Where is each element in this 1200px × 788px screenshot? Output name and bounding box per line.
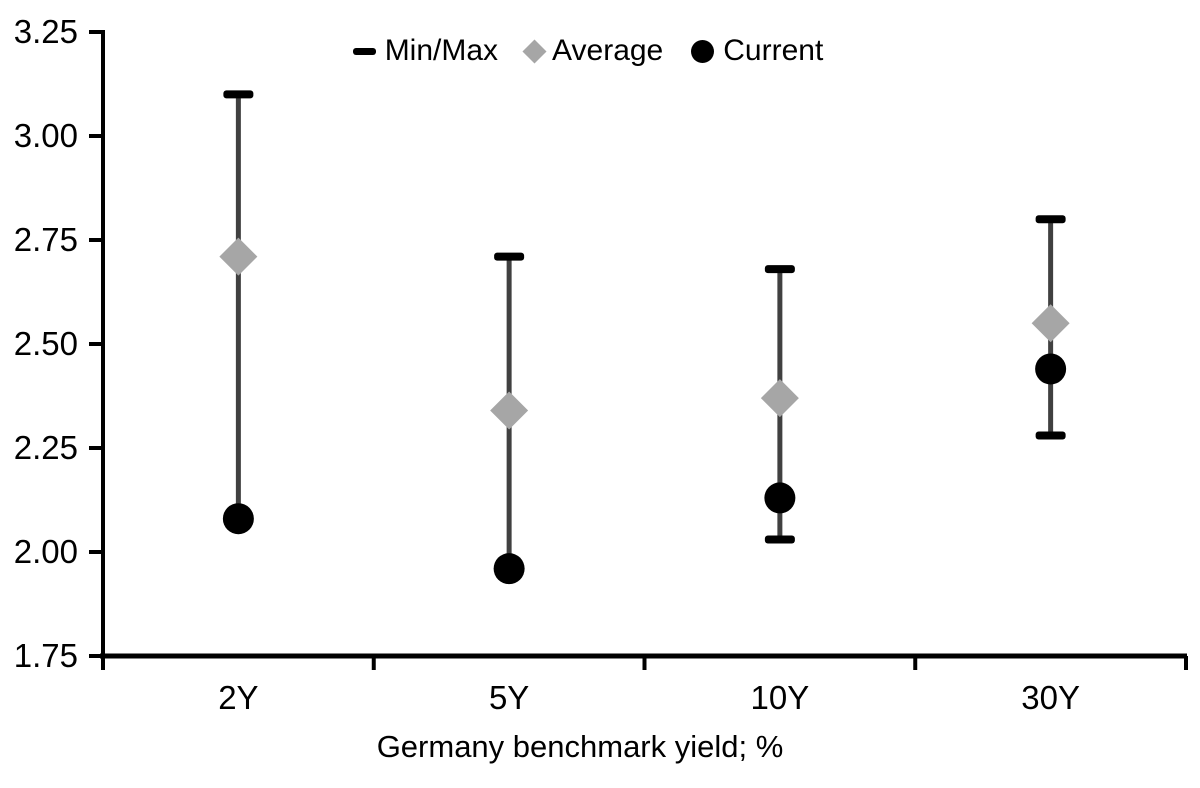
min-cap-10Y: [764, 535, 795, 544]
y-tick-label: 1.75: [14, 637, 78, 674]
max-cap-30Y: [1035, 215, 1066, 224]
average-marker-10Y: [760, 379, 799, 418]
current-marker-5Y: [493, 553, 525, 585]
x-axis-title: Germany benchmark yield; %: [376, 729, 784, 764]
x-category-label-2Y: 2Y: [218, 679, 258, 716]
average-marker-5Y: [490, 391, 529, 430]
minmax-dash-icon: [352, 47, 376, 55]
min-cap-30Y: [1035, 431, 1066, 440]
legend-label-minmax: Min/Max: [384, 34, 499, 67]
max-cap-2Y: [223, 90, 254, 99]
y-tick-label: 2.00: [14, 533, 78, 570]
x-category-label-10Y: 10Y: [751, 679, 810, 716]
max-cap-5Y: [494, 252, 525, 261]
x-category-label-30Y: 30Y: [1021, 679, 1080, 716]
y-tick-label: 2.25: [14, 429, 78, 466]
average-marker-30Y: [1031, 304, 1070, 343]
max-cap-10Y: [764, 265, 795, 274]
y-tick-label: 2.75: [14, 221, 78, 258]
y-tick-label: 3.25: [14, 13, 78, 50]
chart-legend: Min/Max Average Current: [0, 33, 1176, 69]
legend-item-average: Average: [522, 33, 664, 69]
legend-label-average: Average: [552, 34, 664, 67]
current-circle-icon: [691, 39, 715, 63]
legend-label-current: Current: [723, 34, 824, 67]
x-category-label-5Y: 5Y: [489, 679, 529, 716]
current-marker-30Y: [1035, 353, 1067, 385]
average-marker-2Y: [219, 237, 258, 276]
legend-item-minmax: Min/Max: [352, 33, 499, 69]
y-tick-label: 2.50: [14, 325, 78, 362]
current-marker-2Y: [222, 503, 254, 535]
average-diamond-icon: [522, 38, 547, 64]
current-marker-10Y: [764, 482, 796, 514]
y-tick-label: 3.00: [14, 117, 78, 154]
legend-item-current: Current: [691, 33, 823, 69]
